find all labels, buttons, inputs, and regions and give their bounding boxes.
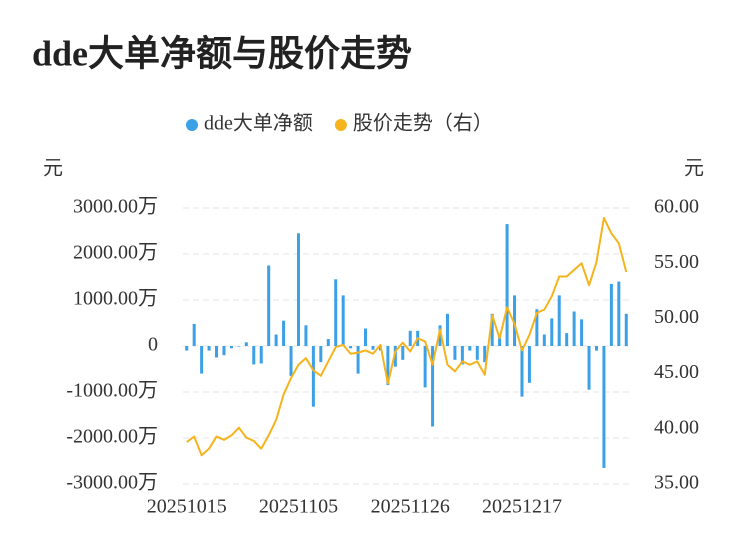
bar (304, 325, 308, 346)
y2-tick-label: 55.00 (654, 251, 699, 273)
bar (229, 346, 233, 349)
bar (267, 265, 271, 346)
price-line (186, 216, 628, 457)
bar (602, 346, 606, 468)
bar (520, 346, 524, 397)
legend-marker (186, 119, 198, 131)
bar (438, 325, 442, 346)
bar (207, 346, 211, 351)
bar (289, 346, 293, 376)
bar (572, 311, 576, 346)
bar (431, 346, 435, 427)
bar (587, 346, 591, 390)
y-tick-label: -1000.00万 (66, 380, 158, 402)
y2-tick-label: 45.00 (654, 361, 699, 383)
bar (401, 346, 405, 360)
bar (222, 346, 226, 356)
x-tick-label: 20251105 (259, 496, 338, 518)
legend-label: 股价走势（右） (353, 112, 493, 135)
bar (513, 295, 517, 346)
bar (594, 346, 598, 351)
bar (453, 346, 457, 360)
bar (319, 346, 323, 363)
bar (617, 281, 621, 346)
x-tick-label: 20251015 (147, 496, 227, 518)
bar (475, 346, 479, 360)
y2-tick-label: 50.00 (654, 306, 699, 328)
bar (185, 346, 189, 351)
y2-unit: 元 (684, 158, 704, 180)
bar (565, 333, 569, 346)
bar (311, 346, 315, 407)
y-tick-label: 2000.00万 (73, 242, 158, 264)
bar (326, 339, 330, 346)
bar (356, 346, 360, 374)
y-unit: 元 (43, 158, 63, 180)
y-tick-label: 0 (148, 334, 158, 356)
bar (468, 346, 472, 351)
bar (237, 346, 241, 347)
y2-tick-label: 60.00 (654, 196, 699, 218)
bar (274, 334, 278, 346)
bar (282, 320, 286, 346)
bar (580, 319, 584, 346)
y-tick-label: -3000.00万 (66, 472, 158, 494)
bar (349, 346, 353, 349)
bar (498, 334, 502, 346)
bar (550, 318, 554, 346)
bar (423, 346, 427, 388)
bar (624, 313, 628, 346)
x-tick-label: 20251217 (482, 496, 562, 518)
bar (460, 346, 464, 365)
bar (408, 330, 412, 346)
bar (445, 313, 449, 346)
bar (557, 295, 561, 346)
chart-title: dde大单净额与股价走势 (32, 33, 412, 73)
y-tick-label: -2000.00万 (66, 426, 158, 448)
bar (259, 346, 263, 364)
bar (341, 295, 345, 346)
bar (192, 323, 196, 346)
y2-tick-label: 35.00 (654, 472, 699, 494)
bar (609, 283, 613, 346)
bar (200, 346, 204, 374)
bar (527, 346, 531, 383)
bar (334, 279, 338, 346)
bar (244, 342, 248, 346)
bar (483, 346, 487, 363)
bar (535, 309, 539, 346)
bar (296, 233, 300, 346)
legend-marker (334, 119, 347, 131)
bar (364, 328, 368, 346)
x-tick-label: 20251126 (371, 496, 450, 518)
y2-tick-label: 40.00 (654, 416, 699, 438)
bar (542, 334, 546, 346)
bar (371, 346, 375, 350)
bar (386, 346, 390, 386)
bar (490, 313, 494, 346)
bar (252, 346, 256, 365)
bar (393, 346, 397, 367)
legend-label: dde大单净额 (204, 112, 313, 135)
y-tick-label: 1000.00万 (73, 288, 158, 310)
bar (505, 224, 509, 346)
y-tick-label: 3000.00万 (73, 196, 158, 218)
bar (215, 346, 219, 358)
